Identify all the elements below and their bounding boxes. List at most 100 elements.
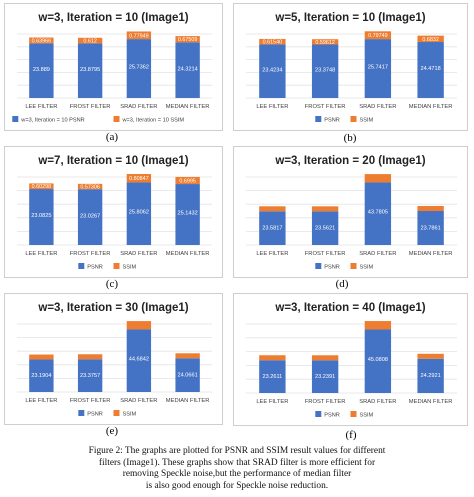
ssim-bar xyxy=(259,206,286,212)
legend-swatch xyxy=(113,410,120,416)
ssim-bar xyxy=(126,31,152,40)
psnr-bar xyxy=(175,184,200,245)
psnr-data-label: 24.0661 xyxy=(178,372,198,378)
ssim-bar xyxy=(175,176,200,185)
psnr-bar xyxy=(311,44,339,98)
x-tick-label: LEE FILTER xyxy=(256,104,288,110)
chart-svg-c: w=7, Iteration = 10 (Image1) 23.0825 0.602… xyxy=(17,155,212,271)
psnr-data-label: 23.5817 xyxy=(262,225,282,231)
psnr-bar xyxy=(364,39,392,98)
chart-sublabel-a: (a) xyxy=(105,131,119,143)
x-tick-label: FROST FILTER xyxy=(305,251,346,257)
psnr-data-label: 44.6842 xyxy=(129,357,149,363)
psnr-data-label: 23.3757 xyxy=(80,373,100,379)
ssim-data-label: 0.59612 xyxy=(315,40,335,46)
psnr-data-label: 23.2611 xyxy=(262,374,282,380)
ssim-data-label: 0.67509 xyxy=(178,37,198,43)
legend-swatch xyxy=(12,116,19,122)
psnr-data-label: 23.3748 xyxy=(315,68,335,74)
psnr-data-label: 23.8795 xyxy=(80,67,100,73)
ssim-bar xyxy=(29,183,54,190)
psnr-data-label: 43.7805 xyxy=(368,210,388,216)
ssim-bar xyxy=(77,183,103,190)
x-tick-label: LEE FILTER xyxy=(25,104,57,110)
caption-line: is also good enough for Speckle noise re… xyxy=(145,480,329,491)
x-tick-label: FROST FILTER xyxy=(305,399,346,405)
legend-label: SSIM xyxy=(360,265,374,271)
ssim-bar xyxy=(175,353,200,359)
x-tick-label: MEDIAN FILTER xyxy=(409,251,453,257)
psnr-data-label: 25.7417 xyxy=(368,65,388,71)
ssim-bar xyxy=(417,206,444,212)
legend-label: SSIM xyxy=(360,413,374,419)
chart-panel-d: w=3, Iteration = 20 (Image1) 23.5817 LEE F… xyxy=(233,146,468,278)
psnr-bar xyxy=(175,42,200,98)
chart-panel-e: w=3, Iteration = 30 (Image1) 23.1904 LEE F… xyxy=(4,293,223,425)
x-tick-label: MEDIAN FILTER xyxy=(409,104,453,110)
legend-swatch xyxy=(315,411,322,417)
x-tick-label: MEDIAN FILTER xyxy=(166,251,210,257)
psnr-bar xyxy=(259,44,286,98)
x-tick-label: FROST FILTER xyxy=(305,104,346,110)
ssim-bar xyxy=(29,37,54,44)
x-tick-label: FROST FILTER xyxy=(70,398,111,404)
ssim-bar xyxy=(77,354,103,360)
psnr-data-label: 23.889 xyxy=(33,67,50,73)
ssim-data-label: 0.80847 xyxy=(129,176,149,182)
ssim-bar xyxy=(126,321,152,330)
psnr-bar xyxy=(77,359,103,392)
psnr-data-label: 23.2391 xyxy=(315,374,335,380)
psnr-bar xyxy=(77,43,103,98)
x-tick-label: LEE FILTER xyxy=(25,251,57,257)
chart-sublabel-b: (b) xyxy=(343,132,357,144)
psnr-data-label: 23.4234 xyxy=(262,68,282,74)
chart-svg-d: w=3, Iteration = 20 (Image1) 23.5817 LEE F… xyxy=(246,155,457,271)
ssim-data-label: 0.61540 xyxy=(263,40,283,46)
x-tick-label: LEE FILTER xyxy=(25,398,57,404)
psnr-bar xyxy=(364,329,392,393)
legend-label: SSIM xyxy=(123,265,137,271)
chart-title: w=3, Iteration = 40 (Image1) xyxy=(274,302,425,314)
chart-sublabel-d: (d) xyxy=(335,278,349,290)
ssim-bar xyxy=(364,31,392,40)
psnr-bar xyxy=(417,211,444,245)
psnr-data-label: 24.3214 xyxy=(178,66,198,72)
chart-panel-f: w=3, Iteration = 40 (Image1) 23.2611 LEE F… xyxy=(233,293,468,426)
psnr-data-label: 45.0808 xyxy=(368,357,388,363)
legend-label: PSNR xyxy=(324,265,340,271)
legend-label: PSNR xyxy=(87,412,103,418)
legend-swatch xyxy=(350,263,357,269)
psnr-bar xyxy=(29,43,54,98)
x-tick-label: SRAD FILTER xyxy=(120,251,157,257)
legend-label: w=3, Iteration = 10 SSIM xyxy=(122,118,185,124)
psnr-bar xyxy=(311,211,339,245)
x-tick-label: SRAD FILTER xyxy=(359,251,396,257)
legend-swatch xyxy=(113,263,120,269)
x-tick-label: MEDIAN FILTER xyxy=(409,399,453,405)
chart-title: w=7, Iteration = 10 (Image1) xyxy=(37,155,188,167)
chart-panel-a: w=3, Iteration = 10 (Image1) 23.889 0.6396… xyxy=(4,3,223,131)
psnr-data-label: 23.1904 xyxy=(31,373,51,379)
x-tick-label: SRAD FILTER xyxy=(120,104,157,110)
chart-title: w=5, Iteration = 10 (Image1) xyxy=(274,12,425,24)
ssim-data-label: 0.6832 xyxy=(422,37,439,43)
chart-title: w=3, Iteration = 30 (Image1) xyxy=(37,302,188,314)
psnr-bar xyxy=(175,358,200,392)
ssim-bar xyxy=(259,38,286,45)
chart-svg-e: w=3, Iteration = 30 (Image1) 23.1904 LEE F… xyxy=(17,302,212,418)
psnr-bar xyxy=(126,329,152,392)
psnr-data-label: 23.0267 xyxy=(80,213,100,219)
x-tick-label: LEE FILTER xyxy=(256,399,288,405)
psnr-data-label: 24.4718 xyxy=(421,66,441,72)
psnr-data-label: 25.7362 xyxy=(129,65,149,71)
x-tick-label: FROST FILTER xyxy=(70,251,111,257)
legend-swatch xyxy=(350,411,357,417)
ssim-data-label: 0.77949 xyxy=(129,33,149,39)
ssim-bar xyxy=(311,206,339,212)
x-tick-label: MEDIAN FILTER xyxy=(166,104,210,110)
ssim-bar xyxy=(29,354,54,360)
legend-swatch xyxy=(315,263,322,269)
x-tick-label: SRAD FILTER xyxy=(359,104,396,110)
chart-panel-b: w=5, Iteration = 10 (Image1) 23.4234 0.615… xyxy=(233,3,468,131)
ssim-bar xyxy=(126,174,152,183)
